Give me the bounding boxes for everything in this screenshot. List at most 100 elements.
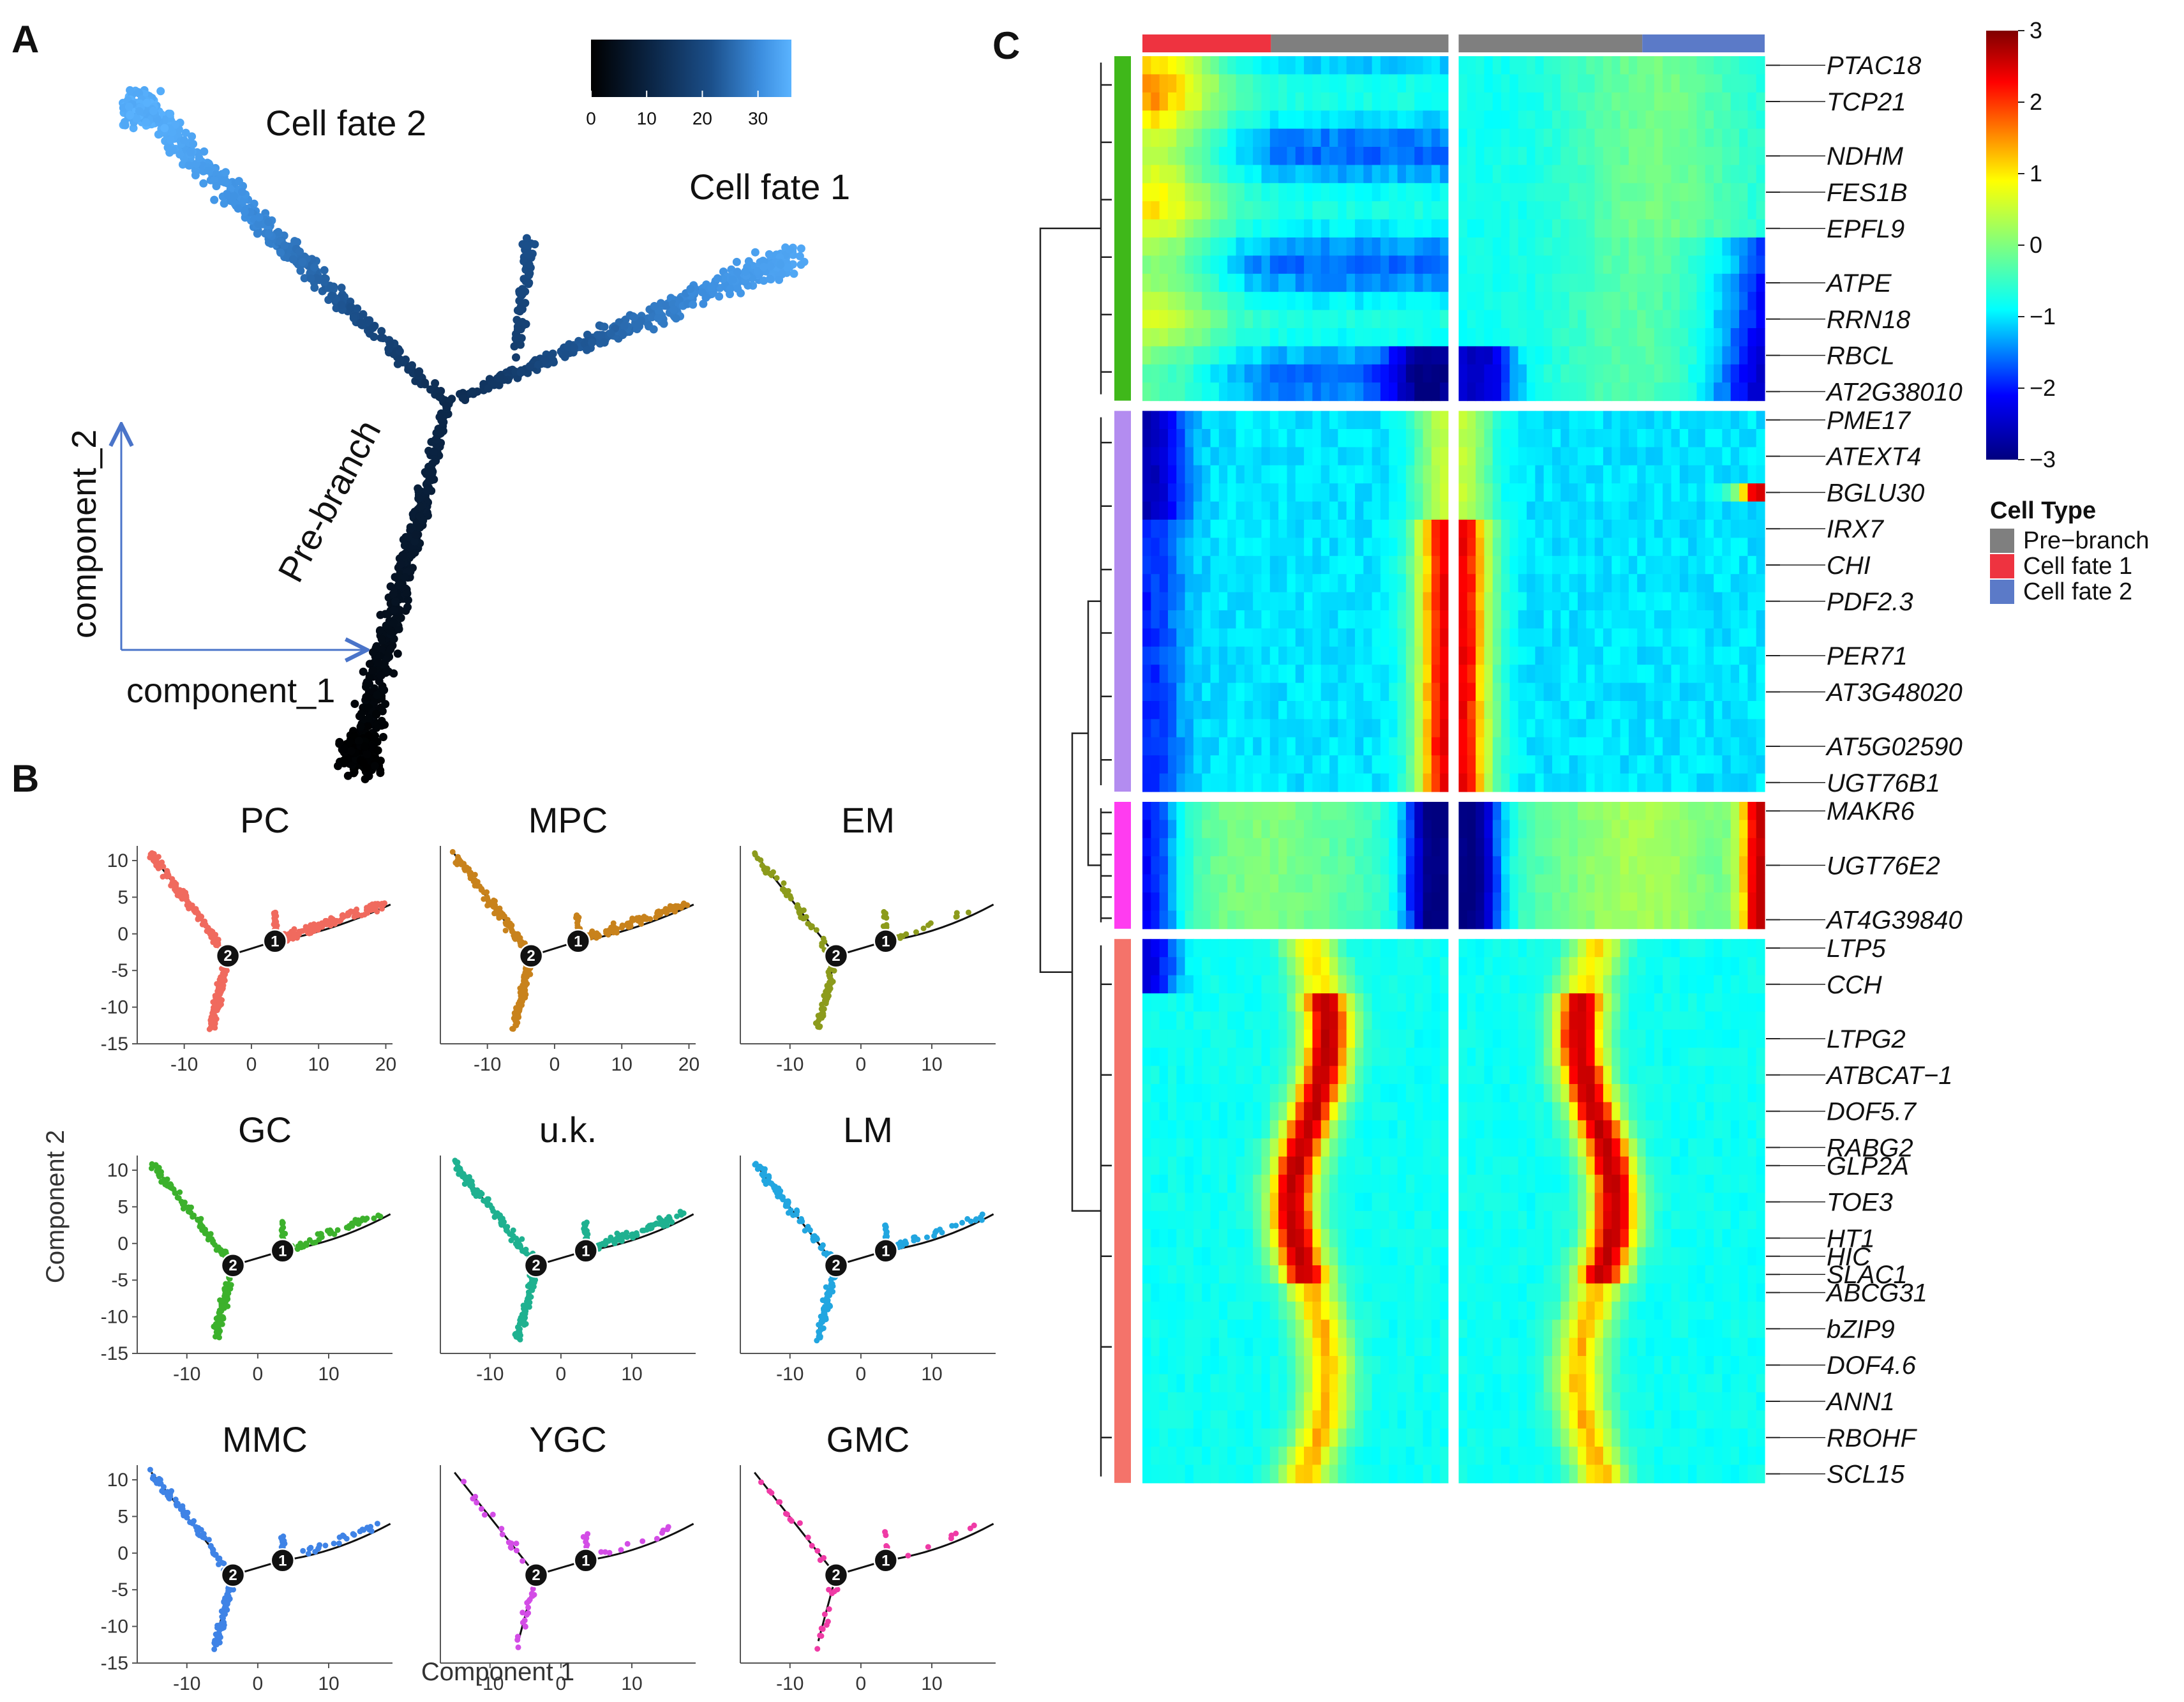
cell-point <box>184 161 193 170</box>
cell-point <box>639 1538 646 1544</box>
heatmap-cell <box>1338 183 1347 202</box>
heatmap-cell <box>1518 292 1527 311</box>
cell-point <box>786 245 794 254</box>
heatmap-cell <box>1492 56 1502 75</box>
heatmap-cell <box>1560 273 1570 292</box>
heatmap-cell <box>1329 74 1338 93</box>
heatmap-cell <box>1501 165 1511 184</box>
cell-point <box>222 1285 228 1292</box>
heatmap-cell <box>1176 110 1186 130</box>
component-2-axis-label: Component 2 <box>41 1130 70 1283</box>
branch-node-label: 1 <box>581 1552 590 1569</box>
heatmap-cell <box>1594 110 1604 130</box>
heatmap-cell <box>1423 147 1432 165</box>
cell-point <box>200 147 209 156</box>
heatmap-cell <box>1714 56 1723 75</box>
heatmap-cell <box>1527 183 1536 202</box>
cell-point <box>776 260 785 269</box>
cell-point <box>183 894 190 901</box>
heatmap-cell <box>1688 237 1698 256</box>
heatmap-cell <box>1492 147 1502 165</box>
heatmap-cell <box>1594 165 1604 184</box>
cell-point <box>765 275 774 283</box>
cell-point <box>378 707 387 716</box>
heatmap-cell <box>1253 273 1262 292</box>
cell-point <box>223 191 232 200</box>
cell-point <box>347 746 356 755</box>
cell-point <box>823 998 830 1004</box>
heatmap-cell <box>1329 237 1338 256</box>
x-tick-label: 10 <box>318 1673 339 1694</box>
heatmap-cell <box>1722 110 1731 130</box>
cell-fate-2-annotation: Cell fate 2 <box>266 103 426 143</box>
cell-point <box>327 1227 333 1233</box>
cell-point <box>513 1005 520 1012</box>
cell-point <box>334 762 342 771</box>
heatmap-cell <box>1467 165 1476 184</box>
heatmap-cell <box>1535 74 1545 93</box>
heatmap-cell <box>1637 346 1647 365</box>
cell-point <box>624 1540 631 1547</box>
heatmap-cell <box>1663 201 1672 220</box>
cell-point <box>156 87 165 96</box>
heatmap-cell <box>1244 292 1253 311</box>
cell-point <box>395 606 404 614</box>
heatmap-cell <box>1747 328 1757 347</box>
cell-point <box>377 671 385 680</box>
heatmap-cell <box>1722 128 1731 147</box>
heatmap-cell <box>1151 292 1160 311</box>
heatmap-cell <box>1739 92 1748 111</box>
cell-point <box>515 1644 521 1650</box>
heatmap-cell <box>1346 183 1356 202</box>
heatmap-cell <box>1354 74 1364 93</box>
cell-point <box>228 1282 234 1288</box>
heatmap-cell <box>1210 92 1220 111</box>
heatmap-cell <box>1705 56 1714 75</box>
heatmap-cell <box>1518 346 1527 365</box>
trajectory-branch-side-spur <box>510 234 539 362</box>
heatmap-cell <box>1518 128 1527 147</box>
cell-fate-1-annotation: Cell fate 1 <box>689 167 850 207</box>
heatmap-cell <box>1467 110 1476 130</box>
heatmap-cell <box>1227 165 1237 184</box>
heatmap-cell <box>1467 255 1476 275</box>
heatmap-cell <box>1492 92 1502 111</box>
heatmap-cell <box>1458 110 1468 130</box>
heatmap-cell <box>1705 128 1714 147</box>
heatmap-cell <box>1560 219 1570 238</box>
heatmap-cell <box>1440 328 1449 347</box>
heatmap-cell <box>1560 237 1570 256</box>
heatmap-cell <box>1338 328 1347 347</box>
cell-point <box>761 1166 768 1172</box>
cell-point <box>516 368 525 377</box>
cell-point <box>365 316 374 325</box>
heatmap-cell <box>1440 165 1449 184</box>
heatmap-cell <box>1397 128 1407 147</box>
heatmap-cell <box>1637 201 1647 220</box>
heatmap-cell <box>1569 292 1578 311</box>
cell-point <box>741 267 750 276</box>
cell-point <box>425 476 434 485</box>
heatmap-cell <box>1244 147 1253 165</box>
cell-point <box>615 1237 622 1243</box>
heatmap-cell <box>1705 201 1714 220</box>
cell-point <box>220 983 227 988</box>
cell-point <box>521 320 530 329</box>
heatmap-cell <box>1414 56 1424 75</box>
heatmap-cell <box>1484 219 1493 238</box>
cell-point <box>210 935 216 941</box>
heatmap-cell <box>1663 56 1672 75</box>
cell-point <box>524 280 533 289</box>
heatmap-cell <box>1756 255 1765 275</box>
cell-point <box>600 322 609 331</box>
heatmap-cell <box>1756 74 1765 93</box>
heatmap-cell <box>1663 292 1672 311</box>
x-tick-label: 0 <box>246 1054 257 1075</box>
heatmap-cell <box>1414 74 1424 93</box>
heatmap-cell <box>1458 237 1468 256</box>
x-tick-label: -10 <box>776 1364 804 1385</box>
heatmap-cell <box>1722 237 1731 256</box>
heatmap-cell <box>1730 201 1740 220</box>
heatmap-cell <box>1389 346 1398 365</box>
heatmap-cell <box>1527 147 1536 165</box>
